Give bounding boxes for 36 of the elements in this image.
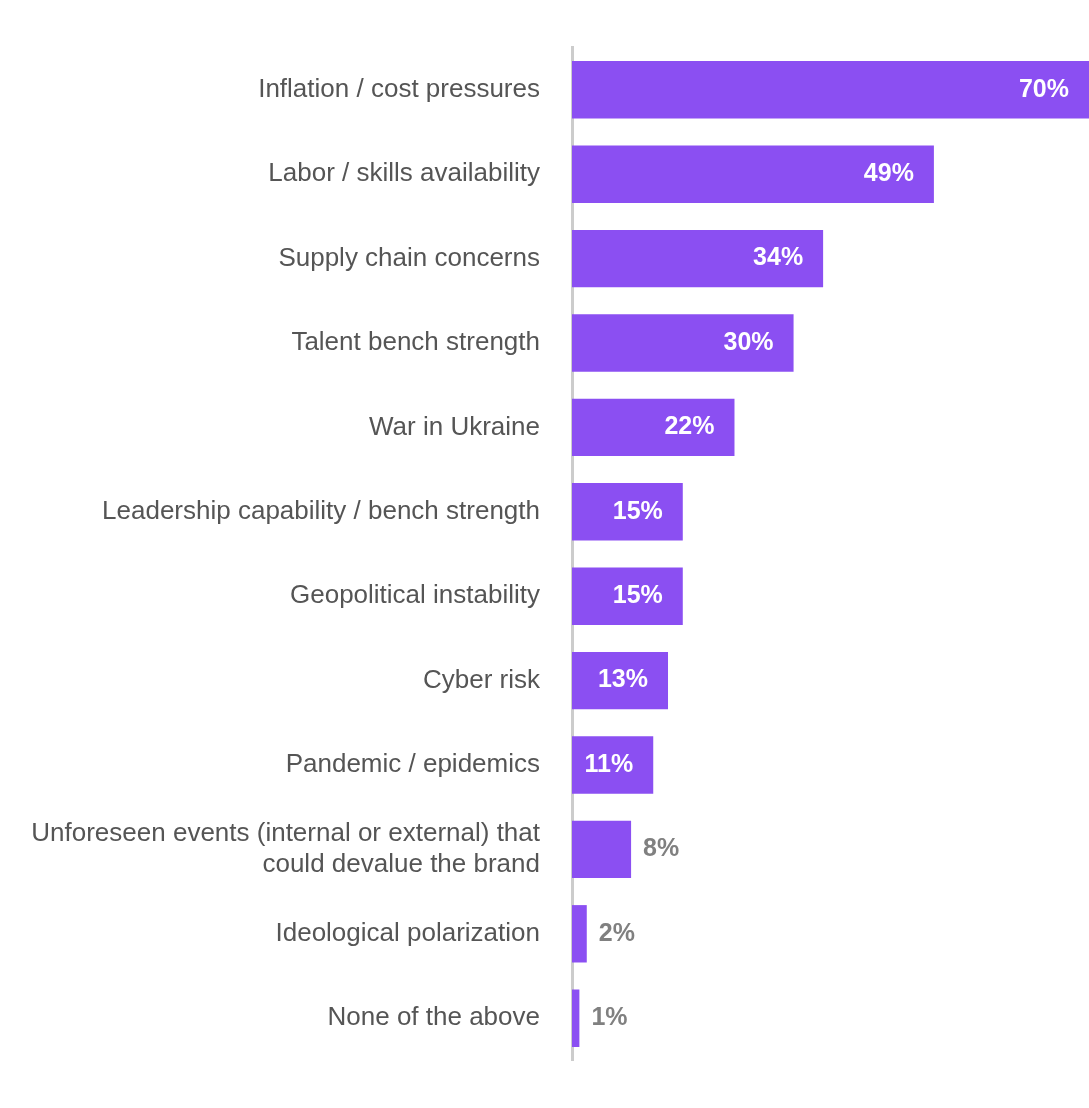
- data-label: 11%: [584, 748, 634, 777]
- bar: [572, 145, 934, 203]
- y-tick-label: Inflation / cost pressures: [258, 72, 540, 103]
- y-tick-label: None of the above: [327, 1001, 540, 1032]
- bar: [572, 820, 632, 879]
- data-label: 8%: [643, 833, 680, 862]
- bar: [572, 61, 1089, 119]
- data-label: 15%: [612, 495, 663, 524]
- bar: [572, 905, 587, 963]
- data-label: 49%: [863, 158, 914, 187]
- data-label: 22%: [664, 411, 715, 440]
- y-tick-label: Talent bench strength: [291, 326, 540, 357]
- bar: [572, 989, 580, 1047]
- y-tick-label: Unforeseen events (internal or external) that could devalue the brand: [31, 816, 541, 879]
- y-tick-label: Ideological polarization: [275, 916, 540, 947]
- data-label: 15%: [612, 580, 663, 609]
- data-label: 34%: [753, 242, 804, 271]
- y-tick-label: Cyber risk: [422, 663, 541, 694]
- bar: [572, 229, 824, 288]
- data-label: 70%: [1018, 73, 1069, 102]
- data-label: 2%: [598, 917, 635, 946]
- y-tick-label: Supply chain concerns: [278, 241, 540, 272]
- y-tick-label: Pandemic / epidemics: [285, 748, 540, 779]
- data-label: 1%: [591, 1002, 628, 1031]
- y-tick-label: War in Ukraine: [369, 410, 540, 441]
- bar: [572, 398, 735, 457]
- bar: [572, 736, 654, 794]
- bar: [572, 483, 683, 541]
- bar: [572, 314, 794, 372]
- y-tick-label: Leadership capability / bench strength: [102, 494, 540, 525]
- bar: [572, 567, 683, 625]
- y-tick-label: Labor / skills availability: [268, 157, 540, 188]
- data-label: 30%: [723, 326, 774, 355]
- y-tick-label: Geopolitical instability: [289, 579, 540, 610]
- bar: [572, 651, 669, 710]
- data-label: 13%: [597, 664, 649, 693]
